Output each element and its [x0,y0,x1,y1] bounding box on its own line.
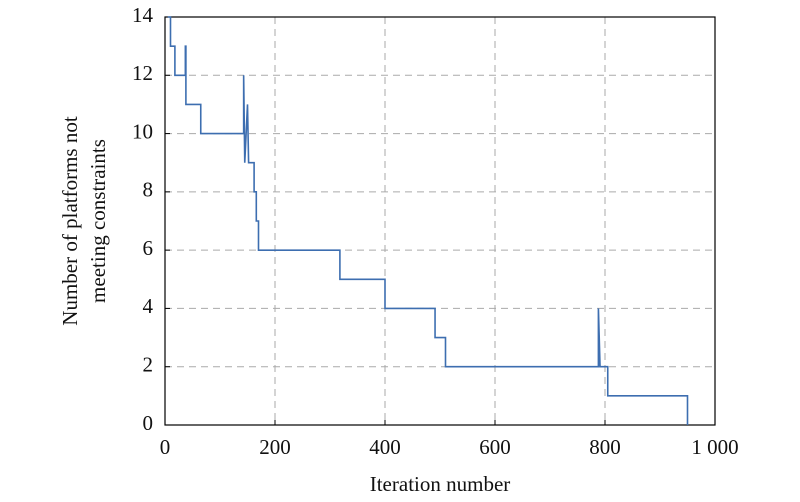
y-tick-label: 4 [143,294,154,318]
y-axis-label: Number of platforms not [58,116,82,326]
y-tick-label: 10 [132,119,153,143]
y-tick-label: 0 [143,411,154,435]
y-tick-label: 2 [143,353,154,377]
data-line [167,16,689,425]
y-tick-label: 12 [132,61,153,85]
plot-frame [164,16,716,426]
x-tick-label: 600 [479,435,511,459]
x-tick-label: 400 [369,435,401,459]
x-tick-label: 0 [160,435,171,459]
x-tick-label: 1 000 [691,435,738,459]
y-tick-label: 6 [143,236,154,260]
x-tick-label: 200 [259,435,291,459]
x-axis-label: Iteration number [370,472,511,496]
y-axis-label: meeting constraints [86,139,110,303]
y-tick-label: 8 [143,178,154,202]
x-tick-label: 800 [589,435,621,459]
y-tick-label: 14 [132,3,154,27]
